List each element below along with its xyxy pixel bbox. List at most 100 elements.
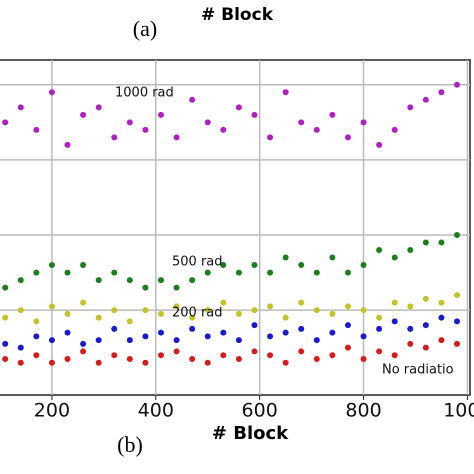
data-point: [422, 239, 429, 246]
data-point: [220, 126, 227, 133]
data-point: [95, 314, 102, 321]
data-point: [344, 269, 351, 276]
data-point: [95, 277, 102, 284]
data-point: [329, 329, 336, 336]
data-point: [204, 359, 211, 366]
data-point: [17, 277, 24, 284]
data-point: [220, 352, 227, 359]
data-point: [64, 141, 71, 148]
data-point: [344, 303, 351, 310]
data-point: [173, 348, 180, 355]
data-point: [111, 134, 118, 141]
data-point: [33, 318, 40, 325]
data-point: [111, 307, 118, 314]
data-point: [220, 299, 227, 306]
data-point: [360, 262, 367, 269]
data-point: [142, 307, 149, 314]
data-point: [157, 352, 164, 359]
data-point: [189, 355, 196, 362]
data-point: [235, 104, 242, 111]
data-point: [267, 352, 274, 359]
panel-label: (a): [133, 16, 157, 41]
series-label: 500 rad: [172, 255, 223, 270]
x-tick-label: 1000: [443, 400, 474, 422]
data-point: [407, 104, 414, 111]
data-point: [329, 111, 336, 118]
data-point: [422, 295, 429, 302]
data-point: [33, 352, 40, 359]
data-point: [282, 329, 289, 336]
data-point: [454, 81, 461, 88]
data-point: [173, 134, 180, 141]
data-point: [282, 89, 289, 96]
data-point: [173, 284, 180, 291]
data-point: [313, 355, 320, 362]
panel-label: (b): [117, 432, 143, 457]
data-point: [454, 340, 461, 347]
data-point: [391, 254, 398, 261]
data-point: [111, 325, 118, 332]
data-point: [157, 310, 164, 317]
data-point: [251, 262, 258, 269]
data-point: [344, 134, 351, 141]
data-point: [344, 322, 351, 329]
data-point: [267, 269, 274, 276]
data-point: [126, 337, 133, 344]
data-point: [17, 307, 24, 314]
data-point: [189, 325, 196, 332]
data-point: [391, 126, 398, 133]
series-label: No radiatio: [382, 363, 454, 378]
data-point: [329, 352, 336, 359]
data-point: [111, 269, 118, 276]
data-point: [235, 337, 242, 344]
data-point: [313, 337, 320, 344]
x-tick-label: 600: [242, 400, 278, 422]
data-point: [2, 340, 9, 347]
data-point: [2, 355, 9, 362]
data-point: [282, 314, 289, 321]
data-point: [298, 325, 305, 332]
data-point: [344, 344, 351, 351]
data-point: [267, 333, 274, 340]
data-point: [204, 307, 211, 314]
data-point: [235, 310, 242, 317]
data-point: [313, 126, 320, 133]
data-point: [391, 318, 398, 325]
data-point: [360, 307, 367, 314]
data-point: [376, 314, 383, 321]
data-point: [64, 329, 71, 336]
data-point: [360, 355, 367, 362]
data-point: [454, 318, 461, 325]
data-point: [313, 269, 320, 276]
data-point: [329, 254, 336, 261]
data-point: [17, 344, 24, 351]
data-point: [126, 119, 133, 126]
data-point: [142, 284, 149, 291]
data-point: [407, 247, 414, 254]
data-point: [48, 303, 55, 310]
data-point: [95, 359, 102, 366]
x-tick-label: 800: [345, 400, 381, 422]
data-point: [126, 277, 133, 284]
data-point: [64, 310, 71, 317]
data-point: [329, 310, 336, 317]
data-point: [298, 119, 305, 126]
data-point: [33, 269, 40, 276]
data-point: [298, 262, 305, 269]
data-point: [267, 303, 274, 310]
data-point: [64, 269, 71, 276]
data-point: [189, 277, 196, 284]
data-point: [282, 254, 289, 261]
data-point: [235, 355, 242, 362]
axis-label: # Block: [201, 5, 274, 25]
data-point: [48, 262, 55, 269]
data-point: [376, 247, 383, 254]
data-point: [407, 340, 414, 347]
data-point: [17, 104, 24, 111]
data-point: [48, 359, 55, 366]
data-point: [142, 333, 149, 340]
data-point: [204, 333, 211, 340]
data-point: [376, 325, 383, 332]
series-label: 1000 rad: [115, 86, 174, 101]
data-point: [360, 333, 367, 340]
